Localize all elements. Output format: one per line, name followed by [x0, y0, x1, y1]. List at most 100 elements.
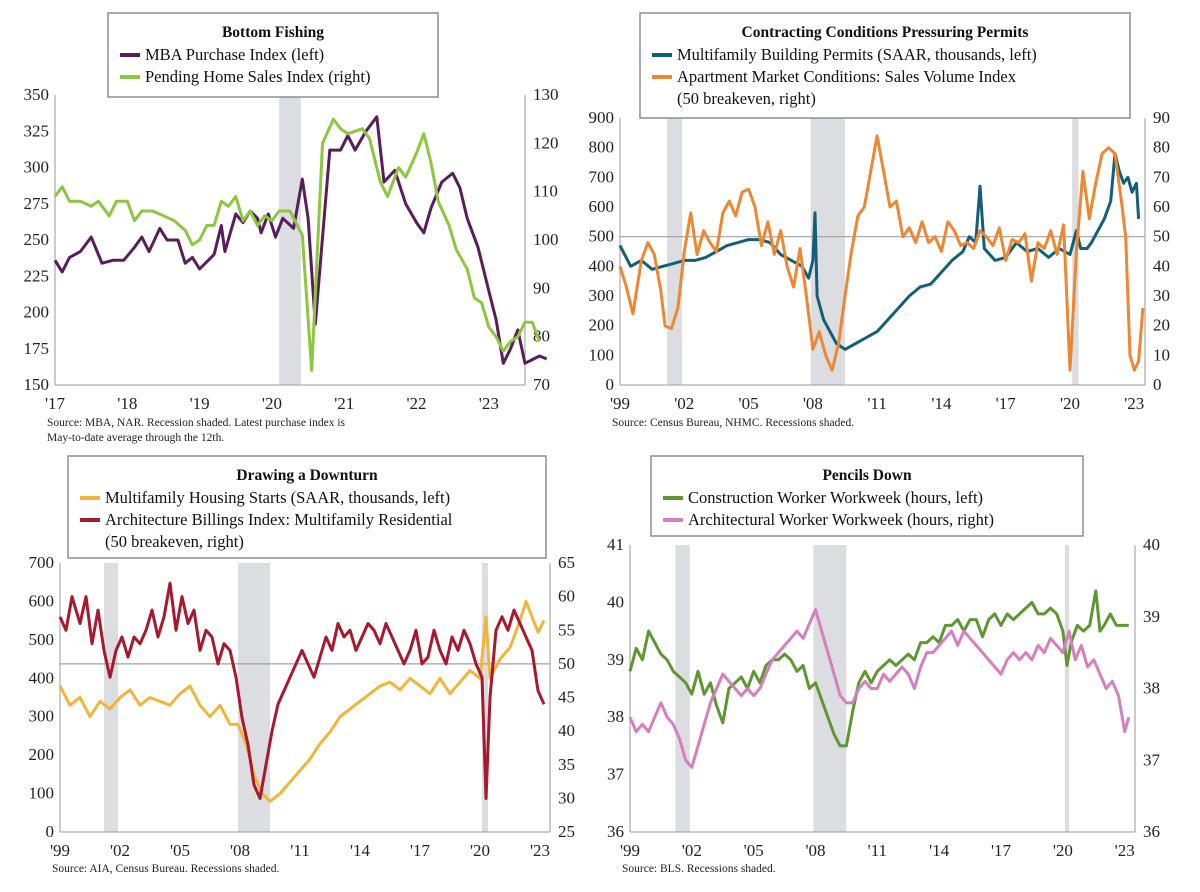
x-tick-label: '17 — [996, 394, 1017, 413]
series-line — [628, 608, 1131, 769]
y-left-tick-label: 175 — [24, 339, 50, 358]
chart-panel-2: 0 100 200 300 400 500 600 700 800 900 0 10 20 30 40 50 6… — [589, 12, 1170, 429]
x-tick-label: '08 — [230, 841, 250, 860]
chart-panel-1: 1501752002252502753003253507080901001101… — [24, 12, 559, 444]
x-tick-label: '99 — [620, 841, 640, 860]
source-note: Source: Census Bureau, NHMC. Recessions … — [612, 417, 854, 429]
chart-panel-4: 36 37 38 39 40 41 36 37 38 39 40 '99 '02 '05 '08 '11 '14… — [607, 455, 1161, 875]
y-left-tick-label: 400 — [589, 256, 615, 275]
x-tick-label: '20 — [262, 394, 282, 413]
x-tick-label: '14 — [931, 394, 952, 413]
x-tick-label: '23 — [530, 841, 550, 860]
x-tick-label: '08 — [805, 841, 825, 860]
y-left-tick-label: 300 — [24, 158, 50, 177]
legend-box — [639, 12, 1131, 119]
x-tick-label: '20 — [1060, 394, 1080, 413]
legend-entry: Pending Home Sales Index (right) — [145, 67, 370, 86]
y-left-tick-label: 250 — [24, 230, 50, 249]
y-right-tick-label: 30 — [1153, 286, 1170, 305]
legend-entry: Multifamily Housing Starts (SAAR, thousa… — [105, 488, 450, 507]
series-line — [53, 115, 548, 365]
y-left-tick-label: 300 — [29, 707, 55, 726]
recession-band — [667, 118, 683, 385]
y-right-tick-label: 65 — [558, 553, 575, 572]
x-tick-label: '22 — [406, 394, 426, 413]
x-tick-label: '14 — [929, 841, 950, 860]
y-left-tick-label: 325 — [24, 121, 50, 140]
source-note: Source: MBA, NAR. Recession shaded. Late… — [47, 417, 346, 429]
y-left-tick-label: 40 — [607, 592, 624, 611]
y-left-tick-label: 100 — [589, 345, 615, 364]
x-tick-label: '05 — [739, 394, 759, 413]
chart-title: Contracting Conditions Pressuring Permit… — [742, 24, 1029, 41]
y-right-tick-label: 20 — [1153, 316, 1170, 335]
x-tick-label: '99 — [50, 841, 70, 860]
y-right-tick-label: 25 — [558, 822, 575, 841]
chart-title: Pencils Down — [822, 467, 912, 484]
chart-title: Bottom Fishing — [222, 24, 324, 41]
legend-box — [67, 455, 547, 559]
y-right-tick-label: 90 — [1153, 108, 1170, 127]
x-tick-label: '02 — [110, 841, 130, 860]
y-right-tick-label: 40 — [558, 721, 575, 740]
y-left-tick-label: 200 — [29, 745, 55, 764]
series-line — [618, 134, 1145, 372]
x-tick-label: '17 — [991, 841, 1012, 860]
y-left-tick-label: 39 — [607, 650, 624, 669]
y-right-tick-label: 60 — [558, 587, 575, 606]
source-note: Source: AIA, Census Bureau. Recessions s… — [52, 863, 280, 875]
series-line — [618, 152, 1141, 351]
y-right-tick-label: 36 — [1143, 822, 1160, 841]
y-right-tick-label: 10 — [1153, 345, 1170, 364]
chart-panel-3: 0 100 200 300 400 500 600 700 25 30 35 40 45 50 55 60 65… — [29, 455, 575, 875]
x-tick-label: '05 — [744, 841, 764, 860]
y-left-tick-label: 500 — [589, 227, 615, 246]
y-left-tick-label: 37 — [607, 765, 625, 784]
x-tick-label: '02 — [674, 394, 694, 413]
y-right-tick-label: 38 — [1143, 679, 1160, 698]
legend-entry: Architecture Billings Index: Multifamily… — [105, 510, 453, 529]
y-right-tick-label: 35 — [558, 755, 575, 774]
y-left-tick-label: 36 — [607, 822, 624, 841]
recession-band — [279, 95, 301, 385]
y-left-tick-label: 800 — [589, 138, 615, 157]
x-tick-label: '20 — [1053, 841, 1073, 860]
series-line — [628, 589, 1129, 748]
x-tick-label: '18 — [117, 394, 137, 413]
y-right-tick-label: 40 — [1143, 535, 1160, 554]
x-tick-label: '08 — [803, 394, 823, 413]
y-right-tick-label: 30 — [558, 788, 575, 807]
x-tick-label: '20 — [470, 841, 490, 860]
y-right-tick-label: 40 — [1153, 256, 1170, 275]
recession-band — [1064, 545, 1070, 832]
y-right-tick-label: 120 — [533, 133, 559, 152]
legend-entry: Apartment Market Conditions: Sales Volum… — [677, 67, 1017, 86]
y-left-tick-label: 0 — [46, 822, 55, 841]
x-tick-label: '11 — [868, 841, 887, 860]
y-left-tick-label: 200 — [24, 303, 50, 322]
recession-band — [104, 563, 118, 832]
x-tick-label: '11 — [290, 841, 309, 860]
legend-entry: Multifamily Building Permits (SAAR, thou… — [677, 45, 1037, 64]
y-left-tick-label: 41 — [607, 535, 624, 554]
x-tick-label: '17 — [410, 841, 431, 860]
y-left-tick-label: 38 — [607, 707, 624, 726]
y-right-tick-label: 80 — [1153, 138, 1170, 157]
y-right-tick-label: 39 — [1143, 607, 1160, 626]
x-tick-label: '02 — [682, 841, 702, 860]
y-left-tick-label: 600 — [589, 197, 615, 216]
y-right-tick-label: 50 — [1153, 227, 1170, 246]
x-tick-label: '23 — [1124, 394, 1144, 413]
y-left-tick-label: 700 — [29, 553, 55, 572]
y-left-tick-label: 200 — [589, 316, 615, 335]
y-right-tick-label: 50 — [558, 654, 575, 673]
x-tick-label: '23 — [1115, 841, 1135, 860]
x-tick-label: '23 — [479, 394, 499, 413]
x-tick-label: '99 — [610, 394, 630, 413]
y-right-tick-label: 70 — [1153, 167, 1170, 186]
legend-entry: Construction Worker Workweek (hours, lef… — [688, 488, 983, 507]
y-right-tick-label: 60 — [1153, 197, 1170, 216]
source-note: Source: BLS. Recessions shaded. — [622, 863, 776, 875]
y-left-tick-label: 0 — [606, 375, 615, 394]
y-right-tick-label: 0 — [1153, 375, 1162, 394]
